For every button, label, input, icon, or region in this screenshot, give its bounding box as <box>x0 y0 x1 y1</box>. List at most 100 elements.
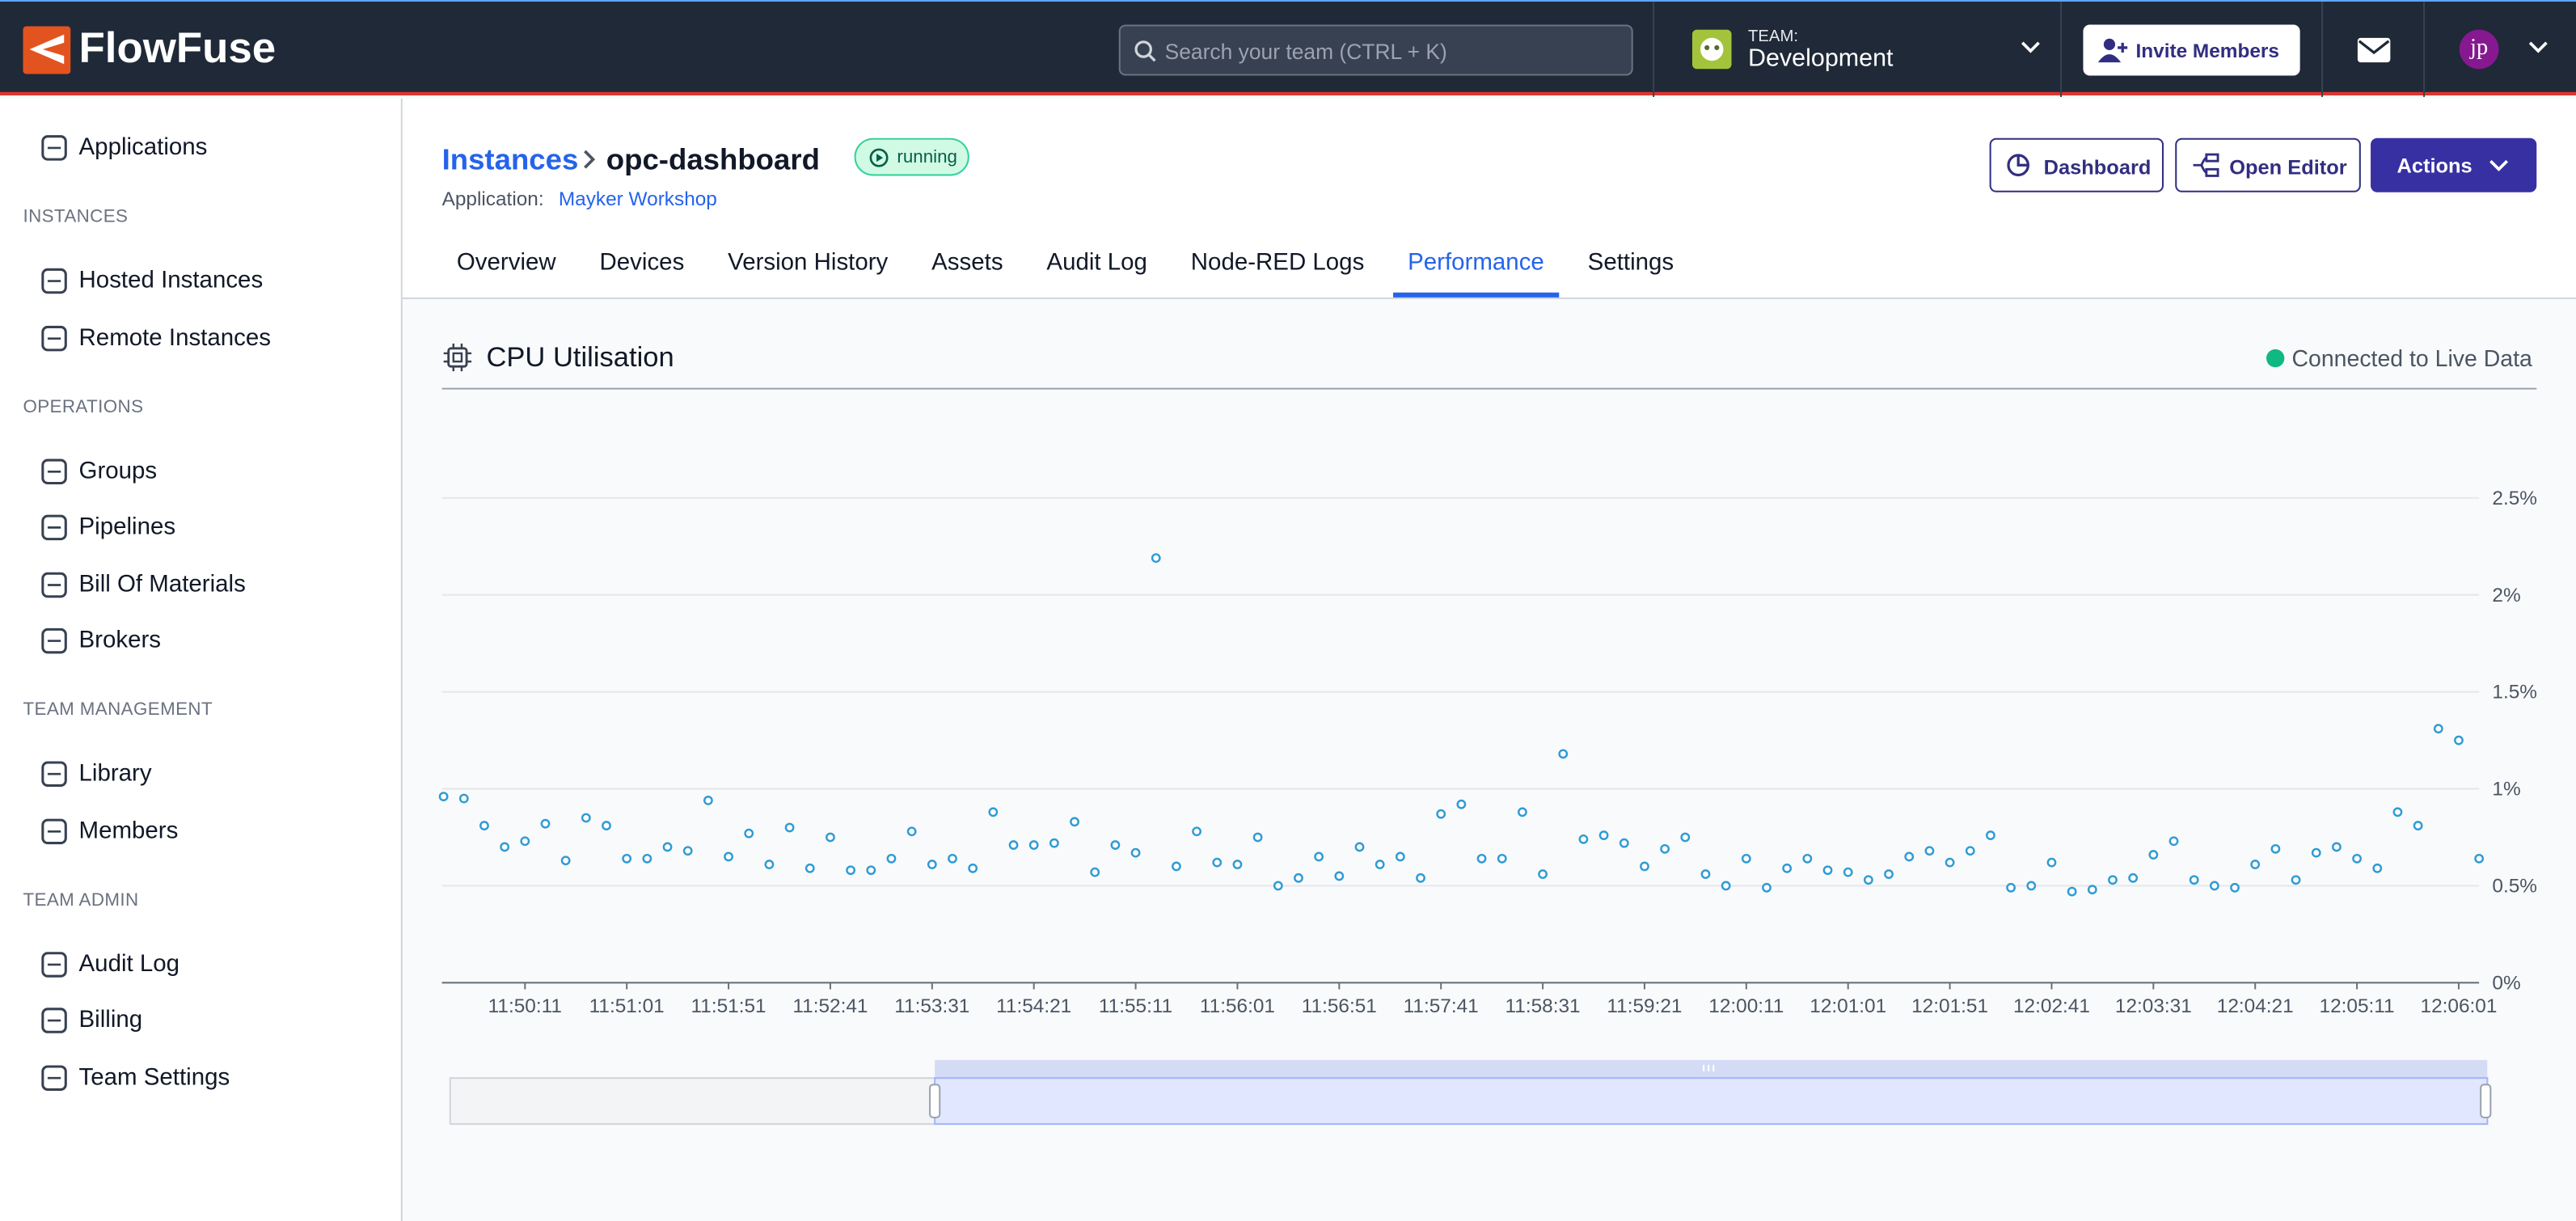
nav-icon <box>41 1008 67 1033</box>
team-name[interactable]: Development <box>1747 44 1894 73</box>
data-point <box>1110 840 1121 850</box>
divider <box>441 387 2537 390</box>
nav-icon <box>41 135 67 161</box>
tab[interactable]: Node-RED Logs <box>1190 249 1365 277</box>
data-point <box>2291 875 2301 885</box>
data-point <box>1070 817 1079 827</box>
data-point <box>2270 843 2281 854</box>
nav-item[interactable]: Groups <box>78 457 158 484</box>
data-point <box>1822 865 1833 876</box>
data-point <box>500 842 510 852</box>
tab[interactable]: Audit Log <box>1046 249 1147 277</box>
data-point <box>622 853 632 864</box>
nav-icon <box>41 571 67 598</box>
x-tick-label: 11:51:51 <box>691 995 766 1017</box>
cpu-icon <box>443 343 472 372</box>
user-avatar[interactable]: jp <box>2459 29 2499 70</box>
chevron <box>2489 159 2508 171</box>
data-point <box>458 793 469 804</box>
nav-item[interactable]: Members <box>78 818 179 844</box>
team-label: TEAM: <box>1747 27 1799 46</box>
tab[interactable]: Performance <box>1392 249 1560 298</box>
nav-icon <box>41 818 67 844</box>
data-point <box>1578 834 1589 844</box>
tab[interactable]: Overview <box>456 249 556 277</box>
nav-item[interactable]: Remote Instances <box>78 324 272 351</box>
y-tick-label: 1.5% <box>2492 682 2537 703</box>
data-point <box>2026 881 2037 891</box>
data-point <box>1172 861 1181 872</box>
button-label: Actions <box>2397 154 2473 178</box>
nav-icon <box>41 514 67 541</box>
status-label: running <box>897 147 957 168</box>
data-point <box>1598 830 1609 840</box>
data-point <box>560 856 571 866</box>
dashboard-button[interactable]: Dashboard <box>1989 137 2164 192</box>
separator <box>2423 2 2426 97</box>
nav-item[interactable]: Billing <box>78 1007 143 1034</box>
data-point <box>1252 832 1263 843</box>
data-point <box>2108 875 2118 885</box>
application-link[interactable]: Mayker Workshop <box>558 187 717 211</box>
nav-item[interactable]: Library <box>78 760 152 788</box>
data-point <box>804 863 815 873</box>
button-label: Open Editor <box>2229 156 2347 180</box>
chevron[interactable] <box>2021 41 2040 54</box>
chevron[interactable] <box>2528 41 2548 54</box>
x-tick-label: 12:04:21 <box>2217 995 2294 1017</box>
nav-item[interactable]: Hosted Instances <box>78 268 264 294</box>
nav-icon <box>41 324 67 351</box>
nav-item[interactable]: Pipelines <box>78 514 176 541</box>
data-point <box>520 836 530 847</box>
x-tick-label: 11:59:21 <box>1607 995 1682 1017</box>
data-point <box>2311 847 2321 858</box>
data-point <box>866 865 876 876</box>
data-point <box>2046 857 2057 868</box>
breadcrumb-link[interactable]: Instances <box>441 142 579 176</box>
data-point <box>1314 851 1324 862</box>
icon-shape <box>41 514 67 541</box>
data-point <box>724 851 733 862</box>
data-point <box>1700 869 1711 879</box>
invite-button[interactable]: Invite Members <box>2083 24 2300 76</box>
nav-item[interactable]: Team Settings <box>78 1063 230 1091</box>
x-tick-label: 12:06:01 <box>2421 995 2498 1017</box>
zoom-window[interactable] <box>934 1077 2489 1126</box>
data-point <box>1680 832 1691 843</box>
data-point <box>886 853 897 864</box>
actions-button[interactable]: Actions <box>2371 137 2537 192</box>
y-tick-label: 0.5% <box>2492 876 2537 898</box>
tab[interactable]: Settings <box>1587 249 1674 277</box>
data-point <box>1965 846 1975 856</box>
data-point <box>948 853 957 864</box>
zoom-handle[interactable] <box>2480 1084 2492 1118</box>
nav-heading: TEAM MANAGEMENT <box>23 699 213 720</box>
nav-item[interactable]: Applications <box>78 134 208 162</box>
zoom-handle-bar[interactable] <box>935 1059 2488 1079</box>
sidebar: Applications INSTANCES Hosted Instances Rem… <box>0 98 403 1221</box>
data-point <box>682 846 693 856</box>
search-box[interactable]: Search your team (CTRL + K) <box>1118 24 1633 76</box>
open-editor-button[interactable]: Open Editor <box>2175 137 2361 192</box>
tab[interactable]: Devices <box>599 249 685 277</box>
data-point <box>1151 553 1161 564</box>
application-label: Application: <box>441 187 544 211</box>
logo[interactable]: FlowFuse <box>78 23 277 73</box>
tab[interactable]: Assets <box>931 249 1003 277</box>
data-point <box>968 863 978 873</box>
data-point <box>662 842 673 852</box>
data-point <box>1986 830 1995 840</box>
x-tick-label: 12:02:41 <box>2013 995 2090 1017</box>
data-point <box>602 821 611 830</box>
nav-item[interactable]: Bill Of Materials <box>78 571 246 598</box>
mail-icon[interactable] <box>2357 37 2391 63</box>
tab[interactable]: Version History <box>728 249 889 277</box>
zoom-handle[interactable] <box>929 1084 941 1118</box>
nav-item[interactable]: Audit Log <box>78 950 180 978</box>
data-point <box>2413 821 2423 830</box>
nav-item[interactable]: Brokers <box>78 627 162 654</box>
breadcrumb-chevron <box>584 150 596 169</box>
data-point <box>2392 807 2403 818</box>
